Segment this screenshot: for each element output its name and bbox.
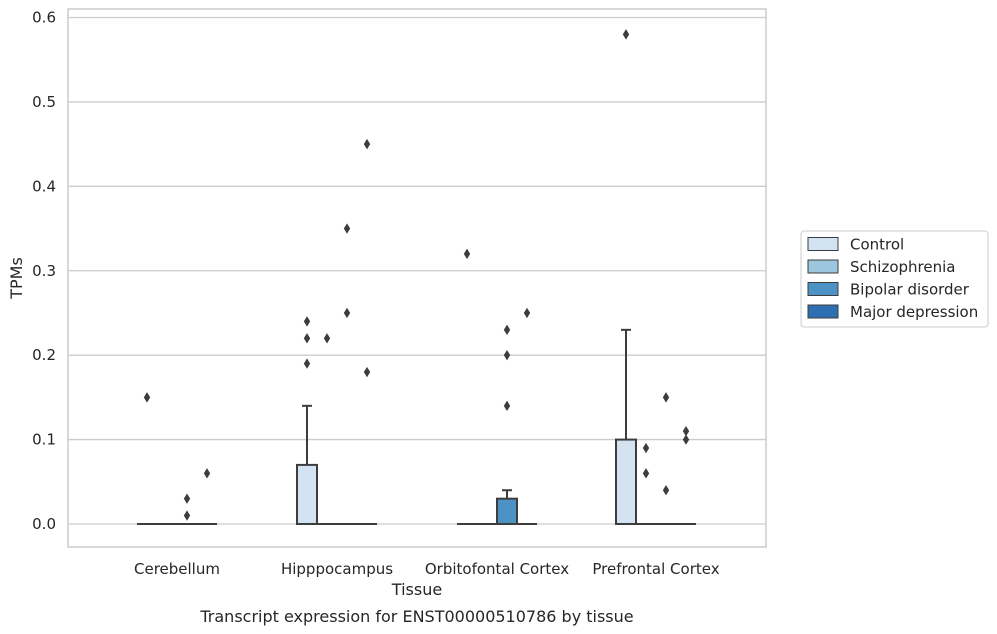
box-control	[296, 404, 318, 525]
outlier-point	[183, 493, 191, 504]
outlier-point	[682, 425, 690, 437]
legend-label: Bipolar disorder	[850, 281, 970, 299]
legend-label: Control	[850, 236, 904, 254]
y-tick-label: 0.3	[32, 262, 56, 280]
outlier-point	[463, 248, 471, 260]
outlier-point	[662, 485, 670, 496]
x-tick-label: Orbitofontal Cortex	[425, 560, 569, 578]
y-tick-label: 0.1	[32, 431, 56, 449]
legend-swatch	[807, 282, 839, 296]
outlier-point	[622, 29, 630, 40]
box-bipolar-disorder	[496, 489, 518, 525]
outlier-point	[323, 333, 331, 344]
legend-swatch	[807, 304, 839, 319]
box	[296, 463, 318, 525]
legend-item: Major depression	[807, 303, 978, 321]
legend-frame	[800, 230, 989, 328]
legend-swatch	[807, 259, 839, 274]
x-tick-label: Prefrontal Cortex	[592, 560, 719, 578]
legend-swatch	[807, 237, 839, 251]
y-tick-label: 0.4	[32, 177, 56, 195]
outliers-layer	[143, 29, 690, 521]
outlier-point	[662, 392, 670, 403]
outlier-point	[303, 358, 311, 369]
y-tick-label: 0.0	[32, 515, 56, 533]
outlier-point	[343, 223, 351, 234]
outlier-point	[363, 138, 371, 150]
x-axis-label: Tissue	[391, 580, 442, 599]
outlier-point	[143, 392, 151, 403]
grid-layer	[68, 16, 766, 525]
outlier-point	[523, 307, 531, 319]
outlier-point	[682, 434, 690, 445]
legend-item: Schizophrenia	[807, 258, 955, 276]
plot-frame	[67, 8, 767, 548]
outlier-point	[503, 349, 511, 361]
legend: Control Schizophrenia Bipolar disorder Majo…	[800, 230, 989, 328]
legend-label: Major depression	[850, 303, 978, 321]
box	[615, 438, 637, 526]
y-tick-label: 0.5	[32, 93, 56, 111]
chart-caption: Transcript expression for ENST0000051078…	[199, 607, 633, 626]
boxes-layer	[137, 328, 696, 526]
x-tick-labels: Cerebellum Hipppocampus Orbitofontal Corte…	[134, 560, 720, 578]
outlier-point	[343, 307, 351, 319]
x-tick-label: Cerebellum	[134, 560, 220, 578]
legend-label: Schizophrenia	[850, 258, 955, 276]
y-tick-labels: 0.0 0.1 0.2 0.3 0.4 0.5 0.6	[32, 9, 56, 534]
x-tick-label: Hipppocampus	[281, 560, 393, 578]
outlier-point	[642, 468, 650, 479]
box	[496, 497, 518, 525]
box-control	[615, 328, 637, 526]
outlier-point	[363, 366, 371, 378]
outlier-point	[503, 324, 511, 336]
outlier-point	[203, 468, 211, 479]
y-tick-label: 0.2	[32, 346, 56, 364]
y-tick-label: 0.6	[32, 9, 56, 27]
outlier-point	[303, 316, 311, 327]
outlier-point	[503, 400, 511, 412]
outlier-point	[303, 333, 311, 344]
outlier-point	[183, 510, 191, 521]
y-axis-label: TPMs	[7, 257, 26, 300]
legend-item: Control	[807, 236, 904, 254]
legend-items: Control Schizophrenia Bipolar disorder Majo…	[807, 236, 978, 321]
outlier-point	[642, 442, 650, 454]
legend-item: Bipolar disorder	[807, 281, 970, 299]
